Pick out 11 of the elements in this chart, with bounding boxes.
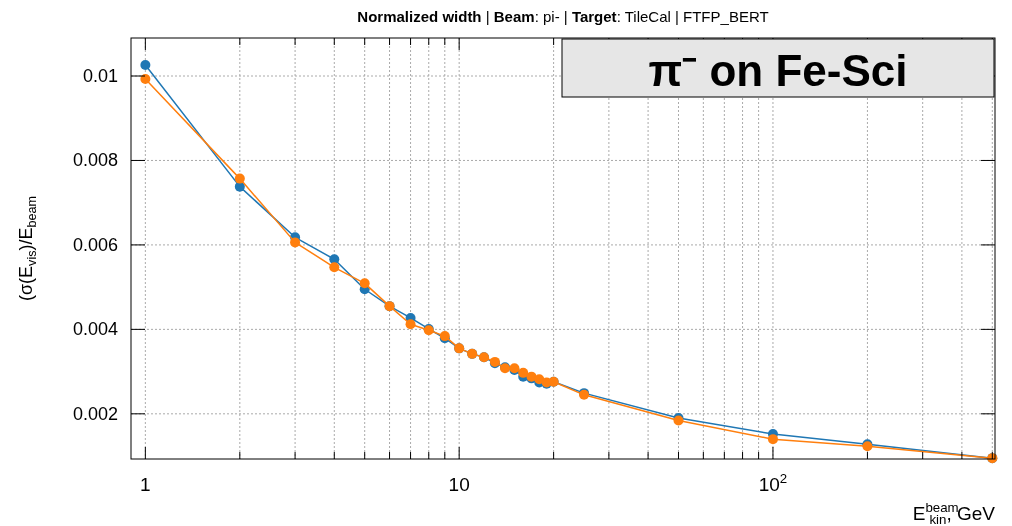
annotation: π⁻ on Fe-Sci: [648, 46, 908, 95]
x-axis-title: E$^{beam}$$_{kin}$, GeV: [912, 500, 996, 526]
x-tick-label: 1: [140, 474, 151, 495]
y-tick-label: 0.004: [72, 319, 118, 340]
y-tick-label: 0.002: [72, 403, 118, 424]
y-tick-label: 0.01: [82, 66, 118, 86]
chart-title: Normalized width | Beam: pi- | Target: TileCal | FTFP_BERT: [357, 8, 769, 25]
y-tick-label: 0.008: [72, 150, 118, 171]
y-tick-label: 0.006: [72, 234, 118, 255]
x-tick-label: 10: [448, 474, 470, 495]
x-tick-label: 10$^{2}$: [758, 471, 788, 495]
